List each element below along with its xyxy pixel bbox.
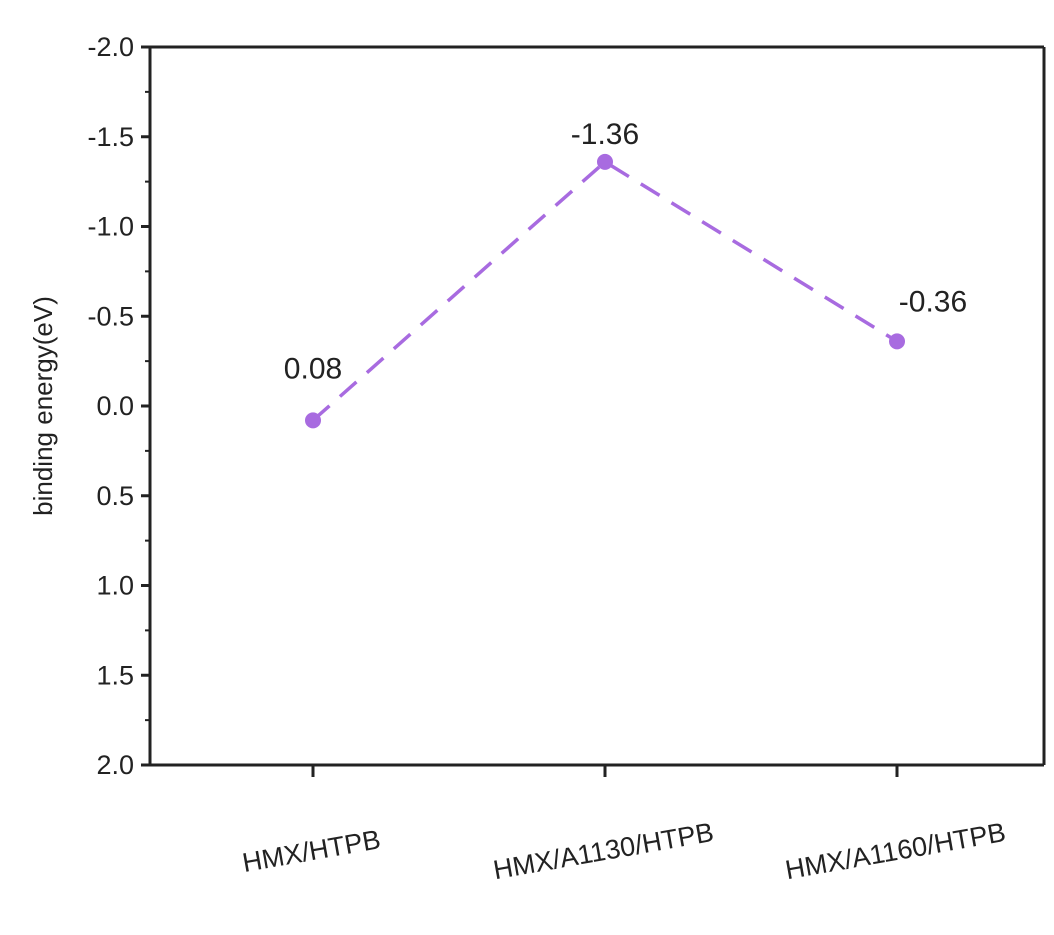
data-point [597, 153, 613, 170]
labels-layer: 0.08 -1.36 -0.36 [284, 118, 967, 385]
y-tick-label: 1.5 [96, 660, 134, 690]
y-tick-label: -0.5 [87, 301, 134, 331]
data-label: 0.08 [284, 352, 342, 385]
data-label: -1.36 [571, 118, 639, 151]
x-category-label: HMX/A1130/HTPB [491, 817, 716, 885]
y-axis-title: binding energy(eV) [28, 296, 58, 516]
x-category-label: HMX/HTPB [240, 824, 383, 878]
y-tick-label: -1.5 [87, 122, 134, 152]
data-point [305, 412, 321, 429]
series-layer [305, 153, 905, 429]
y-tick-label: 0.0 [96, 391, 134, 421]
y-tick-label: -2.0 [87, 32, 134, 62]
data-point [889, 333, 905, 350]
series-line [311, 159, 898, 422]
x-category-label: HMX/A1160/HTPB [783, 817, 1008, 885]
y-tick-label: 1.0 [96, 571, 134, 601]
y-tick-label: 0.5 [96, 481, 134, 511]
axes-layer: -2.0 -1.5 -1.0 -0.5 0.0 0.5 1.0 1.5 2.0 binding e… [28, 32, 1046, 885]
y-tick-label: -1.0 [87, 212, 134, 242]
data-label: -0.36 [899, 285, 967, 318]
y-tick-label: 2.0 [96, 750, 134, 780]
